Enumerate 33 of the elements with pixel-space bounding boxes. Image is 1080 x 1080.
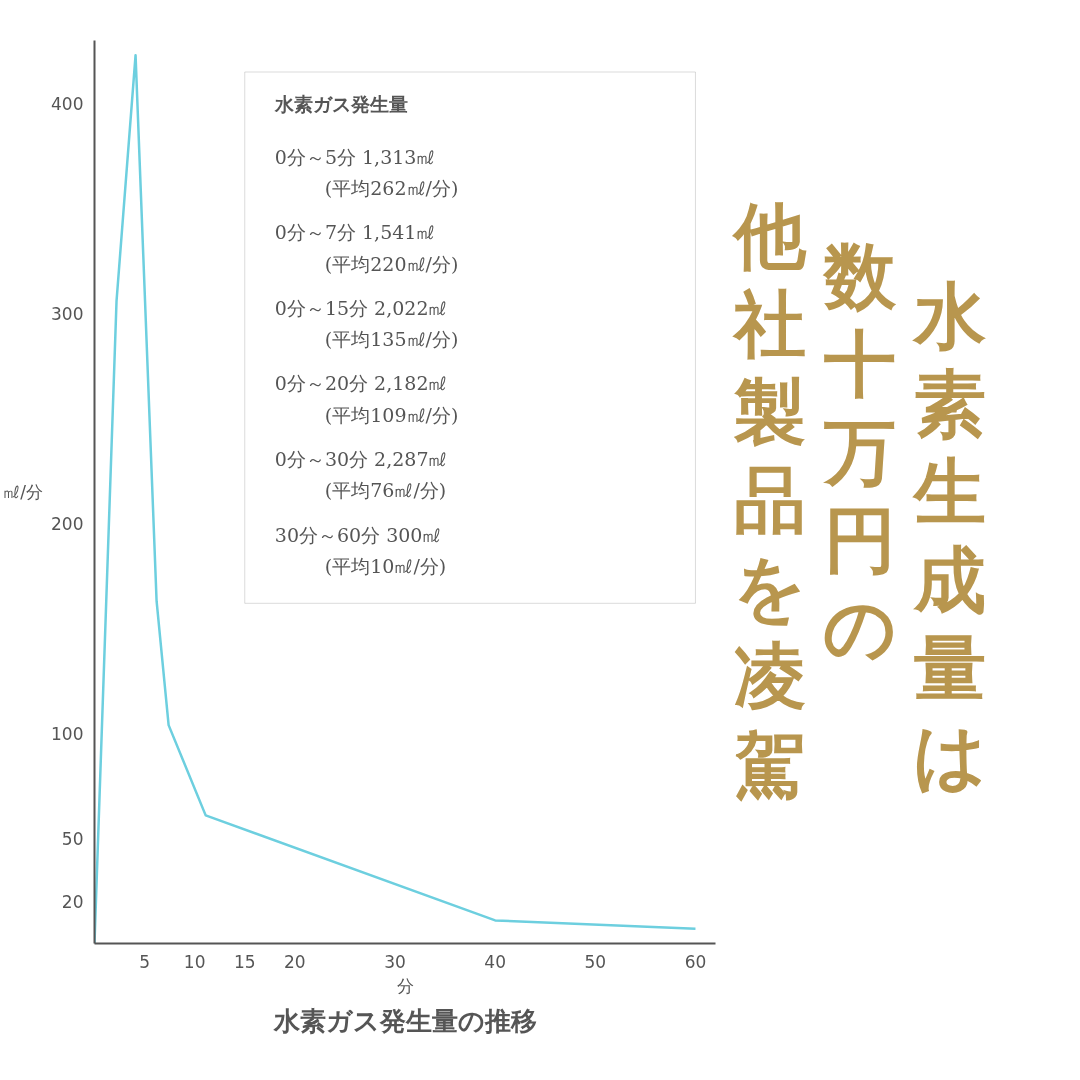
annotation: 0分～15分 2,022㎖ bbox=[274, 296, 448, 319]
y-axis-title: ㎖/分 bbox=[3, 482, 44, 502]
text: 水素生成量は bbox=[913, 272, 987, 800]
annotation: (平均135㎖/分) bbox=[324, 328, 459, 351]
x-tick-label: 20 bbox=[284, 951, 306, 972]
annotation: (平均262㎖/分) bbox=[324, 177, 459, 199]
annotation: 30分～60分 300㎖ bbox=[274, 523, 442, 546]
annotation: 0分～7分 1,541㎖ bbox=[274, 221, 436, 244]
x-tick-label: 10 bbox=[183, 951, 206, 972]
annotation: (平均10㎖/分) bbox=[324, 555, 447, 577]
y-tick-label: 400 bbox=[51, 94, 84, 114]
annotation: 水素ガス発生量 bbox=[273, 93, 408, 115]
annotation: (平均76㎖/分) bbox=[324, 479, 447, 502]
x-tick-label: 40 bbox=[484, 951, 506, 972]
text: 水素ガス発生量の推移 bbox=[272, 1005, 537, 1036]
y-tick-label: 200 bbox=[51, 514, 84, 534]
x-tick-label: 30 bbox=[384, 951, 406, 972]
annotation: 0分～30分 2,287㎖ bbox=[274, 447, 448, 470]
y-tick-label: 20 bbox=[61, 892, 84, 912]
x-axis-title: 分 bbox=[396, 975, 414, 996]
text: 数十万円の bbox=[823, 232, 897, 672]
y-tick-label: 300 bbox=[51, 304, 84, 324]
x-tick-label: 15 bbox=[233, 951, 256, 972]
x-tick-label: 60 bbox=[684, 951, 707, 972]
y-tick-label: 100 bbox=[51, 724, 84, 744]
y-tick-label: 50 bbox=[61, 829, 84, 849]
annotation: (平均220㎖/分) bbox=[324, 252, 459, 275]
x-tick-label: 50 bbox=[584, 951, 607, 972]
text: 他社製品を凌駕 bbox=[733, 192, 807, 808]
x-tick-label: 5 bbox=[139, 951, 150, 972]
annotation: 0分～5分 1,313㎖ bbox=[274, 145, 436, 168]
annotation: (平均109㎖/分) bbox=[324, 403, 459, 426]
annotation: 0分～20分 2,182㎖ bbox=[274, 372, 448, 395]
